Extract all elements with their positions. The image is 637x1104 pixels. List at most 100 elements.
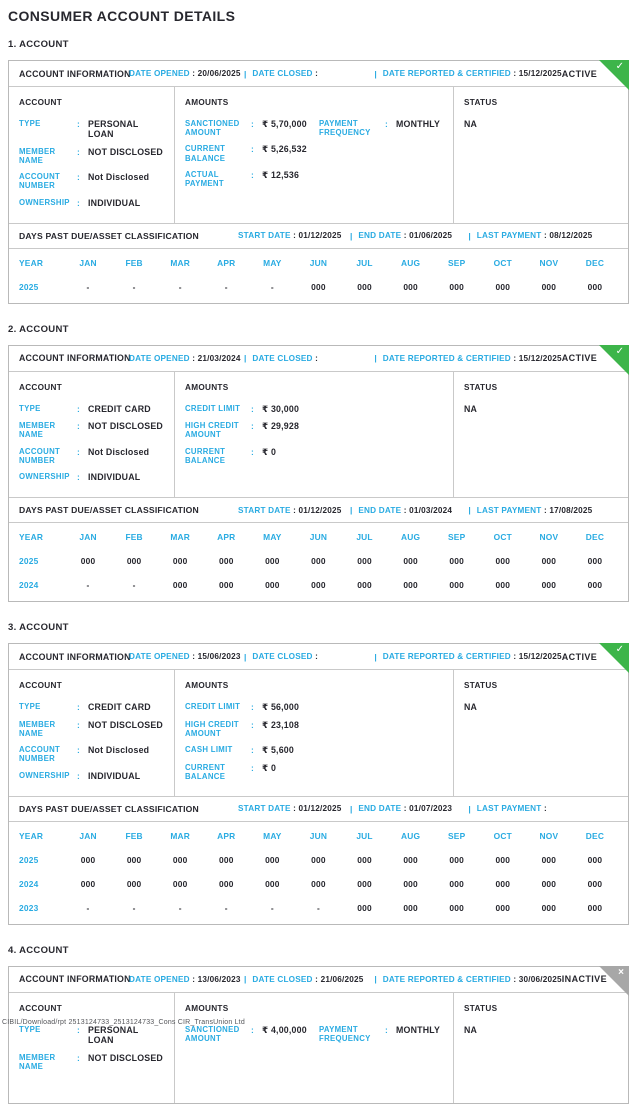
status-column: STATUS NA [454, 372, 628, 498]
field-label: TYPE [19, 403, 41, 413]
year-cell: 2025 [19, 281, 39, 292]
month-column-header: MAY [263, 257, 282, 268]
dpd-value-cell: 000 [495, 281, 511, 292]
month-column-header: DEC [585, 257, 605, 268]
field-row: OWNERSHIP: INDIVIDUAL [19, 472, 166, 482]
dpd-value-cell: - [270, 281, 274, 292]
status-column: STATUS NA [454, 993, 628, 1103]
field-colon: : [77, 702, 80, 713]
dpd-value-cell: 000 [357, 902, 372, 913]
field-value: CREDIT CARD [88, 702, 151, 713]
dpd-value-cell: 000 [449, 281, 464, 292]
field-colon: : [77, 403, 80, 414]
dpd-value-cell: 000 [80, 854, 96, 865]
report-footer-text: CIBIL/Download/rpt 2513124733_2513124733… [2, 1019, 245, 1026]
field-label: TYPE [19, 1024, 41, 1034]
field-value: ₹ 0 [262, 446, 277, 457]
year-column-header: YEAR [19, 532, 44, 543]
field-colon: : [77, 719, 80, 730]
field-value: Not Disclosed [88, 745, 150, 756]
field-row: CURRENT BALANCE: ₹ 0 [185, 447, 319, 465]
separator: | [350, 803, 353, 814]
field-colon: : [251, 119, 254, 129]
field-colon: : [77, 745, 80, 756]
year-cell: 2025 [19, 556, 39, 567]
field-colon: : [77, 770, 80, 781]
field-value: NOT DISCLOSED [88, 1052, 163, 1063]
account-detail-columns: ACCOUNT TYPE: PERSONAL LOAN MEMBER NAME: NO… [9, 87, 628, 223]
date-reported-certified: DATE REPORTED & CERTIFIED : 15/12/2025 [382, 353, 562, 363]
dpd-value-cell: - [86, 281, 90, 292]
accounts-list: 1. ACCOUNT ACCOUNT INFORMATION DATE OPEN… [8, 39, 629, 1104]
field-row: MEMBER NAME: NOT DISCLOSED [19, 720, 166, 738]
field-value: NOT DISCLOSED [88, 719, 163, 730]
dpd-value-cell: 000 [311, 878, 326, 889]
field-value: INDIVIDUAL [88, 770, 141, 781]
dpd-value-cell: 000 [587, 854, 603, 865]
dpd-value-cell: - [178, 902, 182, 913]
field-row: ACCOUNT NUMBER: Not Disclosed [19, 745, 166, 763]
month-column-header: OCT [493, 532, 512, 543]
dpd-last-payment-value: 08/12/2025 [549, 231, 593, 241]
amounts-fields: CREDIT LIMIT: ₹ 56,000 HIGH CREDIT AMOUNT:… [185, 702, 445, 788]
field-value: Not Disclosed [88, 446, 150, 457]
dpd-value-cell: - [86, 902, 90, 913]
dpd-value-cell: - [316, 902, 320, 913]
date-closed: DATE CLOSED : [252, 652, 319, 662]
account-information-header: ACCOUNT INFORMATION DATE OPENED : 20/06/… [9, 60, 629, 90]
dpd-value-cell: 000 [495, 854, 511, 865]
field-colon: : [385, 119, 388, 129]
month-column-header: OCT [493, 830, 512, 841]
field-colon: : [77, 119, 80, 129]
dpd-value-cell: 000 [587, 281, 603, 292]
dpd-value-cell: 000 [172, 556, 188, 567]
dpd-end-date-value: 01/03/2024 [409, 505, 453, 515]
field-value: Not Disclosed [88, 172, 150, 183]
dpd-value-cell: 000 [495, 580, 511, 591]
account-information-header: ACCOUNT INFORMATION DATE OPENED : 13/06/… [9, 965, 629, 996]
year-cell: 2023 [19, 902, 39, 913]
status-corner-ribbon [599, 643, 629, 674]
field-colon: : [77, 421, 80, 432]
field-value: ₹ 5,600 [262, 745, 294, 756]
field-value: MONTHLY [396, 119, 441, 129]
dpd-value-cell: 000 [541, 556, 557, 567]
dpd-year-row: 2025 000 000 000 000 000 000 000 000 000 000 000 000 [19, 549, 618, 573]
date-opened: DATE OPENED : 13/06/2023 [129, 974, 241, 984]
dpd-value-cell: 000 [311, 281, 326, 292]
status-column: STATUS NA [454, 87, 628, 223]
field-row: ACCOUNT NUMBER: Not Disclosed [19, 172, 166, 190]
field-row: TYPE: PERSONAL LOAN [19, 1025, 166, 1046]
month-column-header: AUG [401, 257, 421, 268]
date-reported-value: 30/06/2025 [518, 974, 562, 984]
dpd-value-cell: 000 [587, 556, 603, 567]
amounts-right-fields [319, 404, 445, 472]
date-opened: DATE OPENED : 15/06/2023 [129, 652, 241, 662]
account-detail-columns: ACCOUNT TYPE: CREDIT CARD MEMBER NAME: NOT … [9, 371, 628, 498]
dpd-value-cell: 000 [403, 580, 418, 591]
dpd-value-cell: 000 [357, 854, 372, 865]
account-section: 2. ACCOUNT ACCOUNT INFORMATION DATE OPEN… [8, 324, 629, 603]
status-badge: ACTIVE [561, 651, 598, 662]
field-label: CREDIT LIMIT [185, 403, 241, 413]
field-row: PAYMENT FREQUENCY: MONTHLY [319, 1025, 445, 1043]
dpd-start-date: START DATE : 01/12/2025 [238, 804, 342, 814]
dpd-table: YEAR JAN FEB MAR APR MAY JUN JUL AUG SEP OCT NOV DEC… [9, 822, 628, 924]
dpd-value-cell: 000 [587, 878, 603, 889]
dpd-value-cell: 000 [218, 854, 234, 865]
dpd-header: DAYS PAST DUE/ASSET CLASSIFICATION START… [9, 497, 628, 524]
dpd-value-cell: 000 [449, 902, 464, 913]
account-fields: TYPE: CREDIT CARD MEMBER NAME: NOT DISCLOSE… [19, 404, 166, 483]
date-reported-certified: DATE REPORTED & CERTIFIED : 15/12/2025 [382, 69, 562, 78]
dpd-year-row: 2025 000 000 000 000 000 000 000 000 000 000 000 000 [19, 848, 618, 872]
account-card: ACCOUNT INFORMATION DATE OPENED : 13/06/… [8, 965, 629, 1104]
account-detail-columns: ACCOUNT TYPE: PERSONAL LOAN MEMBER NAME: NO… [9, 992, 628, 1103]
dpd-value-cell: 000 [172, 854, 188, 865]
year-cell: 2025 [19, 854, 39, 865]
field-row: PAYMENT FREQUENCY: MONTHLY [319, 119, 445, 137]
amounts-column: AMOUNTS SANCTIONED AMOUNT: ₹ 4,00,000 PAY… [174, 992, 454, 1103]
field-colon: : [77, 197, 80, 208]
month-column-header: JUL [356, 532, 373, 543]
separator: | [374, 651, 377, 662]
dpd-value-cell: 000 [265, 556, 280, 567]
